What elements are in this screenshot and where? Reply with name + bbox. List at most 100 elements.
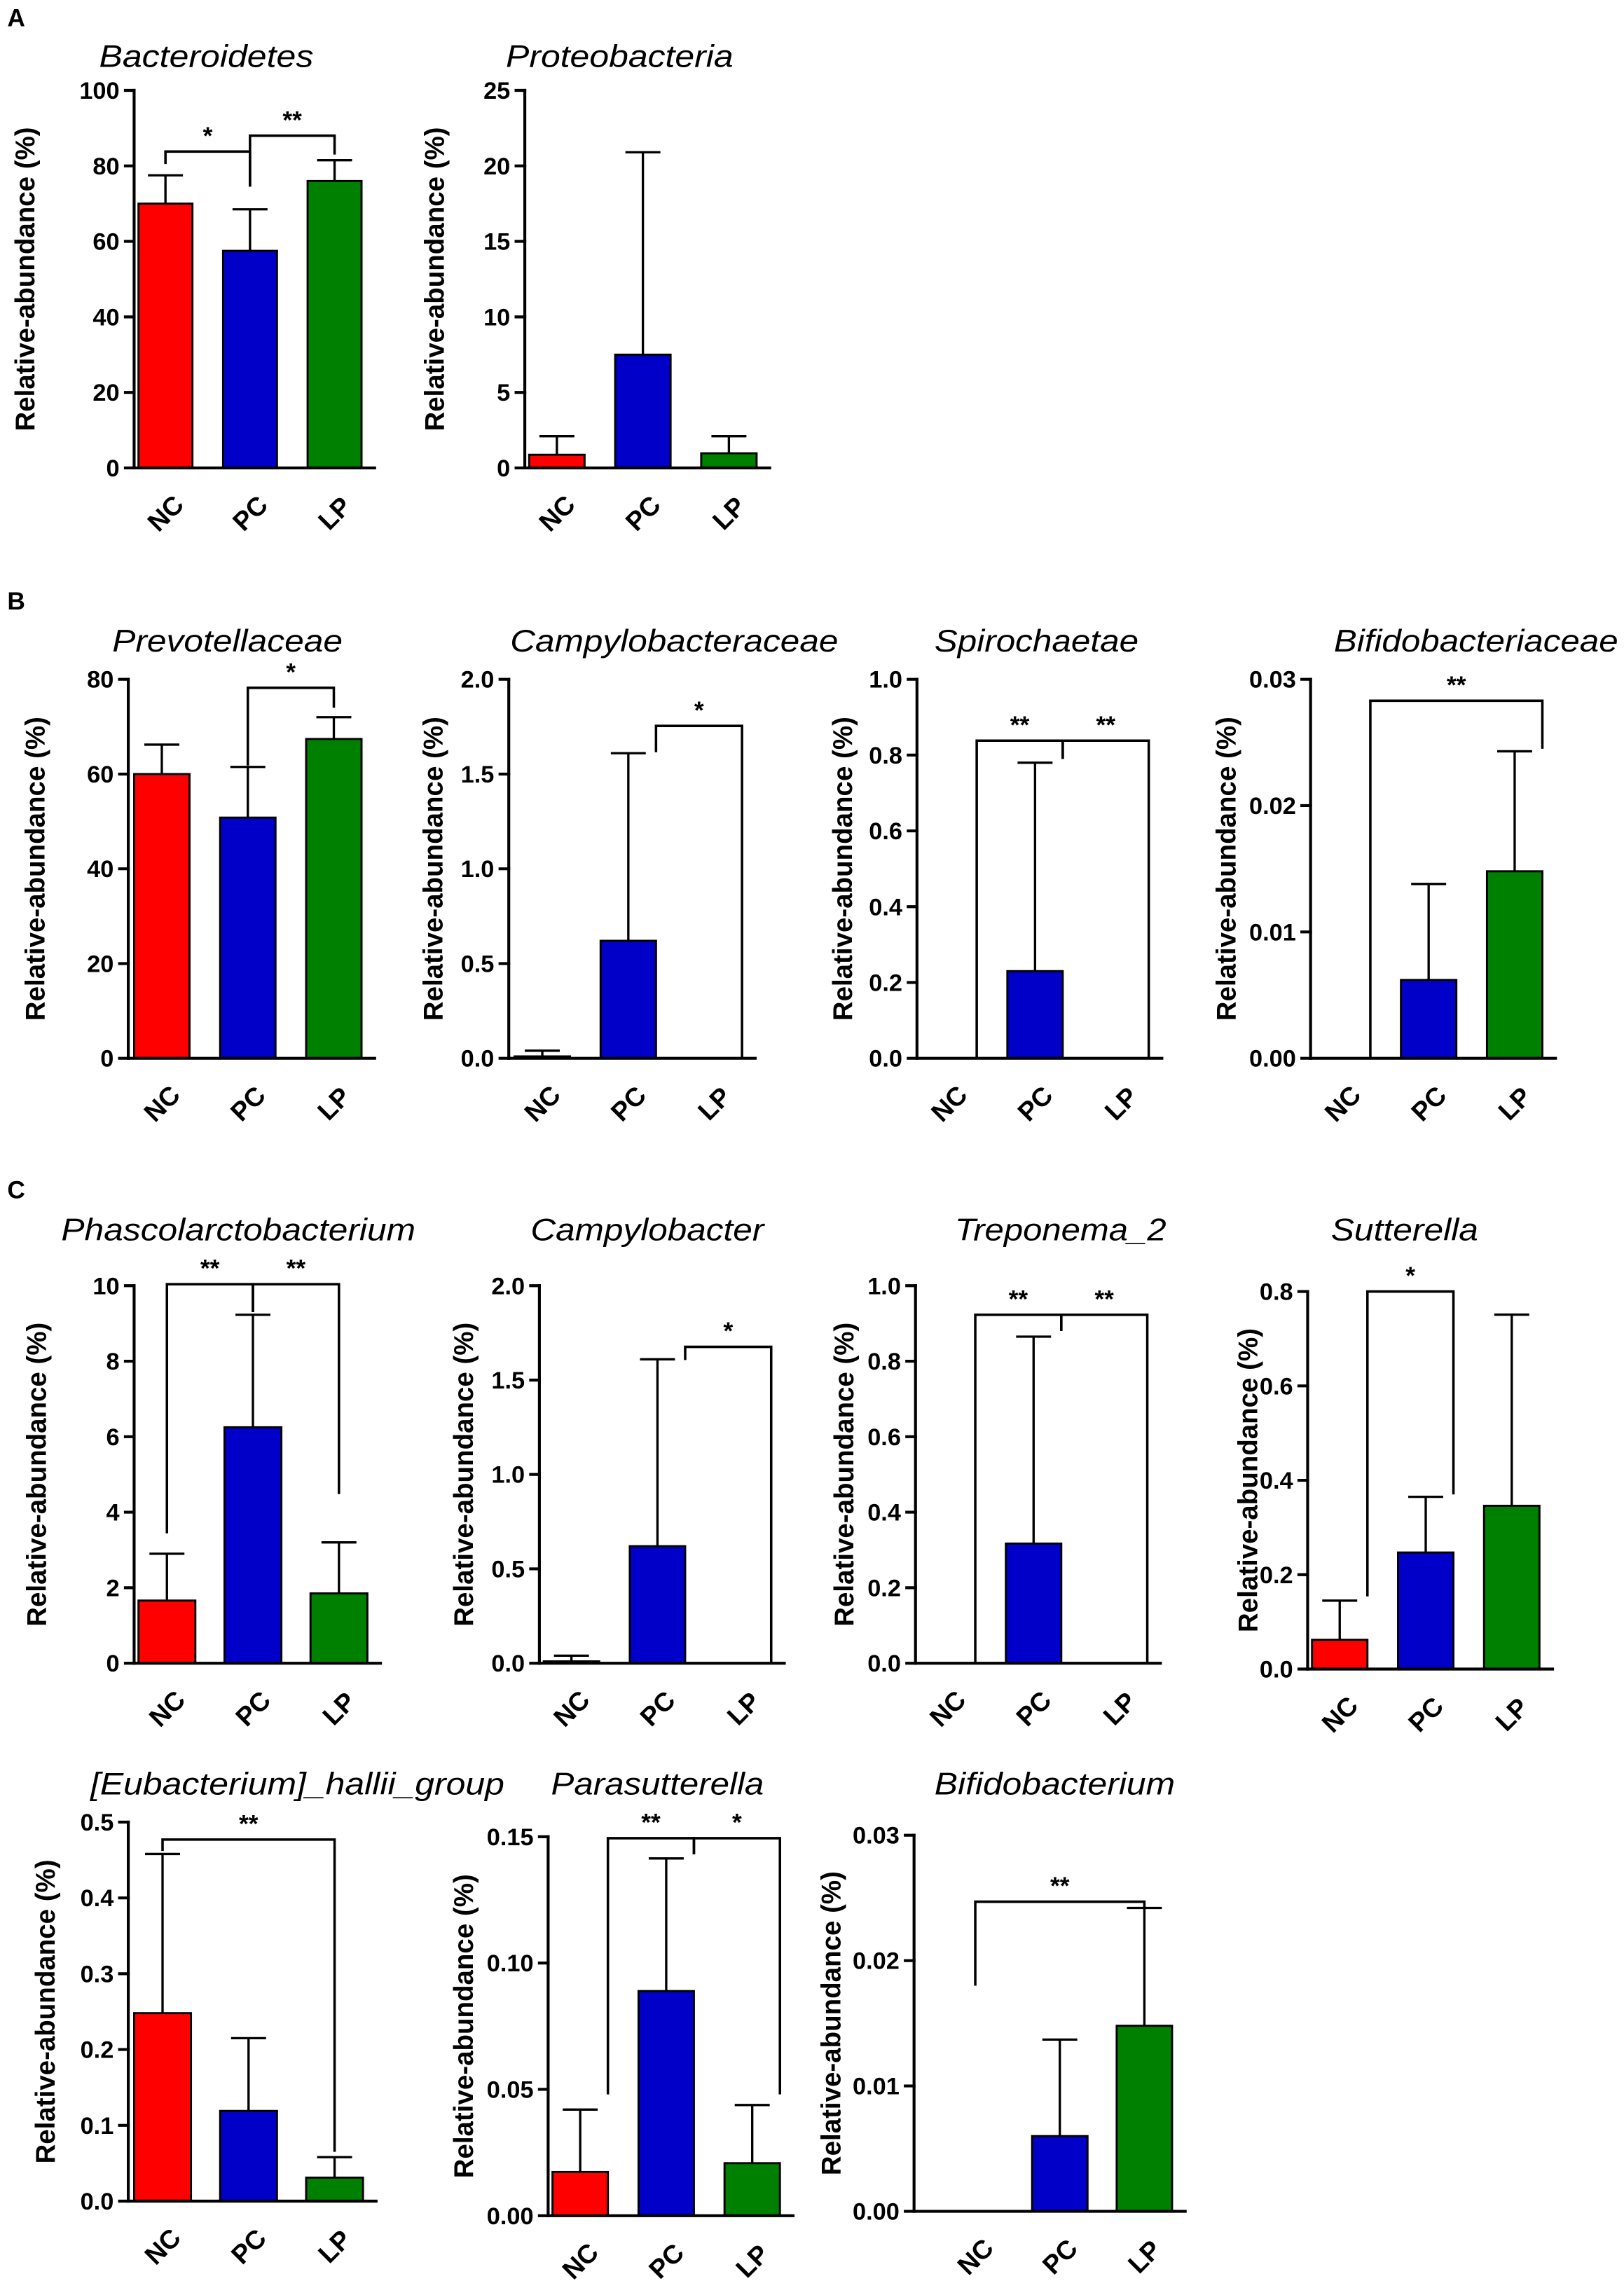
error-bar-pc [1411, 883, 1447, 980]
y-tick-label: 0.8 [1260, 1279, 1293, 1306]
y-tick-label: 0 [106, 455, 120, 482]
y-tick-label: 0.5 [461, 951, 495, 977]
significance-label: ** [200, 1255, 220, 1283]
y-tick-label: 0.6 [1260, 1373, 1293, 1400]
significance-label: ** [239, 1810, 259, 1838]
significance-label: ** [282, 106, 302, 134]
chart-title: Proteobacteria [506, 40, 734, 74]
y-tick-label: 80 [92, 153, 119, 180]
y-tick-label: 0 [497, 455, 510, 482]
y-axis-label: Relative-abundance (%) [11, 127, 41, 431]
y-axis-label: Relative-abundance (%) [418, 717, 448, 1021]
bar-pc [628, 1545, 687, 1665]
y-tick-label: 1.0 [491, 1462, 525, 1489]
y-tick-label: 0.4 [1260, 1468, 1293, 1494]
y-tick-label: 0.03 [1249, 667, 1296, 694]
error-bar-pc [640, 1358, 675, 1547]
error-bar-nc [144, 743, 179, 774]
error-bar-lp [734, 2104, 770, 2163]
y-tick-label: 80 [87, 667, 113, 694]
error-bar-lp [317, 159, 352, 181]
bar-lp [309, 1592, 369, 1665]
y-tick-label: 0.2 [869, 970, 902, 996]
significance-label: ** [641, 1810, 661, 1837]
y-tick-label: 0.02 [853, 1948, 900, 1975]
y-tick-label: 0.0 [81, 2189, 114, 2215]
y-tick-label: 1.0 [869, 667, 902, 694]
bar-nc [137, 202, 194, 469]
y-tick-label: 0.4 [867, 1500, 901, 1527]
y-tick-label: 0.8 [869, 743, 902, 769]
error-bar-pc [230, 766, 266, 818]
y-tick-label: 0.0 [461, 1046, 495, 1073]
y-tick-label: 40 [87, 856, 113, 883]
significance-label: * [723, 1318, 733, 1345]
bar-lp [305, 738, 363, 1060]
y-tick-label: 100 [79, 78, 119, 104]
significance-label: * [203, 123, 213, 150]
error-bar-lp [317, 2156, 352, 2178]
significance-label: ** [1009, 1286, 1028, 1313]
y-tick-label: 0.00 [487, 2203, 534, 2230]
error-bar-nc [1322, 1599, 1358, 1640]
error-bar-pc [648, 1857, 684, 1992]
bar-pc [219, 816, 277, 1060]
error-bar-lp [1496, 750, 1532, 871]
y-tick-label: 2.0 [461, 667, 495, 694]
significance-bracket [974, 1900, 1146, 1986]
y-tick-label: 0.2 [1260, 1562, 1293, 1589]
significance-bracket [692, 1837, 781, 2095]
chart-title: Bifidobacteriaceae [1334, 624, 1618, 659]
chart-title: Campylobacteraceae [510, 624, 838, 659]
y-tick-label: 2.0 [491, 1273, 525, 1300]
y-tick-label: 20 [92, 380, 119, 406]
error-bar-nc [539, 434, 574, 455]
chart-bifidobacteriaceae: Bifidobacteriaceae Relative-abundance (%)… [1211, 624, 1618, 1127]
y-axis-label: Relative-abundance (%) [828, 717, 858, 1021]
y-axis-label: Relative-abundance (%) [830, 1323, 860, 1627]
error-bar-lp [321, 1541, 357, 1594]
chart-title: Sutterella [1331, 1213, 1478, 1248]
y-axis-label: Relative-abundance (%) [817, 1871, 847, 2175]
bar-pc [1397, 1551, 1455, 1670]
bar-pc [1005, 1542, 1063, 1665]
significance-bracket [1060, 1313, 1149, 1664]
y-tick-label: 6 [106, 1424, 120, 1451]
error-bar-nc [553, 1654, 589, 1662]
significance-label: * [694, 697, 704, 724]
y-tick-label: 0 [106, 1650, 120, 1677]
y-tick-label: 0 [100, 1046, 113, 1073]
significance-bracket [246, 687, 336, 766]
y-tick-label: 0.2 [81, 2037, 114, 2064]
chart-eubacterium-hallii-group: [Eubacterium]_hallii_group Relative-abund… [31, 1767, 504, 2270]
bar-nc [132, 2012, 193, 2203]
bar-nc [137, 1599, 197, 1665]
error-bar-nc [149, 1552, 185, 1601]
error-bar-pc [232, 208, 268, 251]
error-bar-nc [145, 1852, 180, 2013]
chart-title: Treponema_2 [955, 1213, 1167, 1248]
y-tick-label: 0.00 [853, 2199, 900, 2226]
y-tick-label: 60 [87, 761, 113, 788]
bar-pc [1031, 2135, 1089, 2213]
y-tick-label: 10 [483, 304, 510, 331]
y-axis-label: Relative-abundance (%) [420, 127, 450, 431]
chart-title: [Eubacterium]_hallii_group [90, 1767, 504, 1801]
chart-title: Spirochaetae [935, 624, 1138, 659]
y-tick-label: 1.5 [491, 1367, 525, 1394]
error-bar-pc [610, 752, 646, 941]
significance-bracket [249, 134, 336, 187]
y-tick-label: 2 [106, 1575, 120, 1601]
error-bar-lp [1494, 1313, 1529, 1506]
y-tick-label: 60 [92, 229, 119, 256]
y-tick-label: 0.6 [867, 1424, 901, 1451]
y-tick-label: 15 [483, 229, 510, 256]
y-tick-label: 0.01 [853, 2074, 900, 2100]
y-tick-label: 0.8 [867, 1349, 901, 1375]
y-tick-label: 0.3 [81, 1961, 114, 1987]
bar-lp [700, 452, 758, 469]
